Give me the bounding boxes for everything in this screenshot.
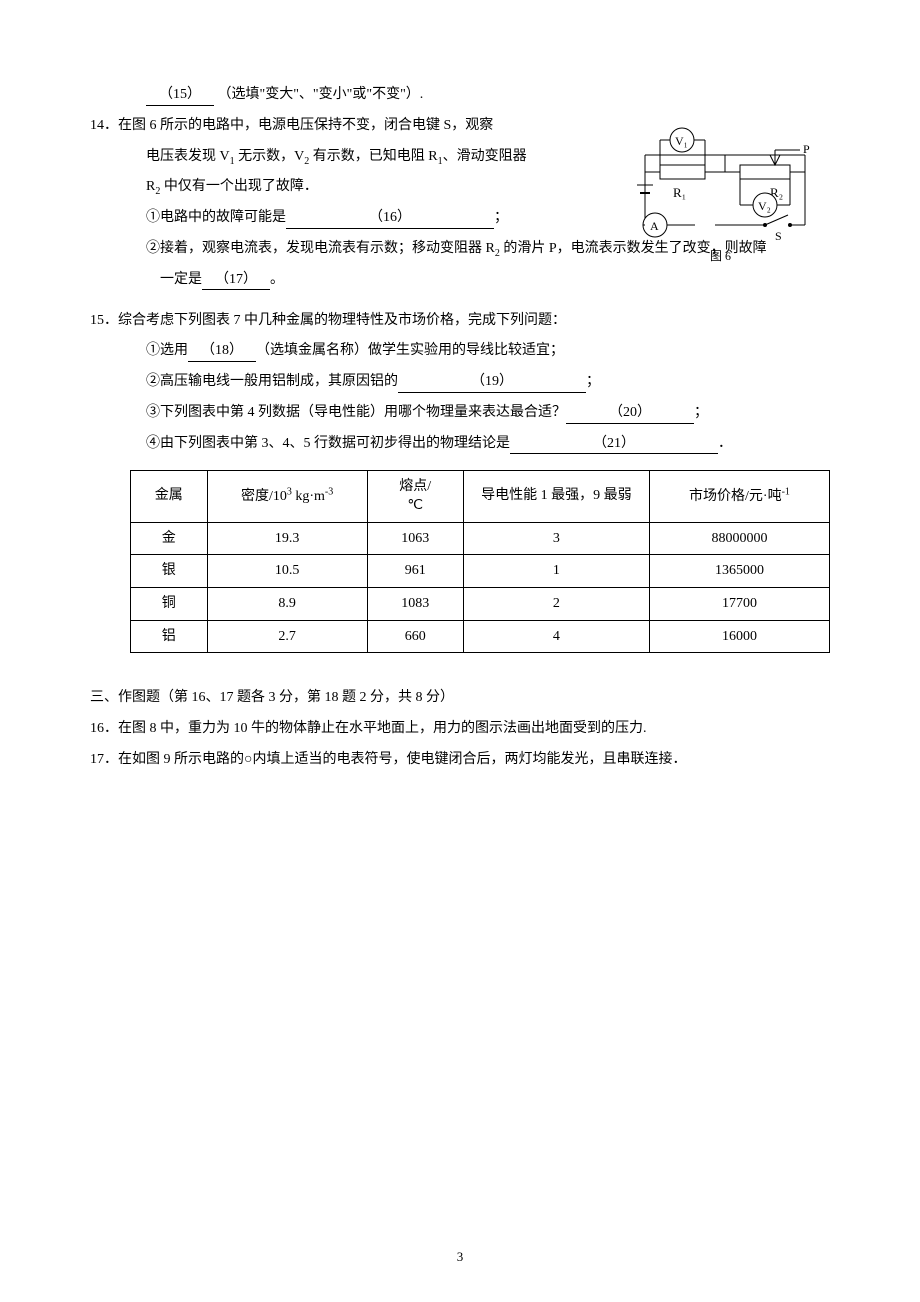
blank-21[interactable]: （21） [510,434,718,455]
q14-l2d: 、滑动变阻器 [443,149,527,164]
table-cell: 铜 [131,587,208,620]
label-p: P [803,142,810,156]
q17-num: 17． [90,752,118,767]
q14-l2a: 电压表发现 V [146,149,230,164]
q15-s4: ④由下列图表中第 3、4、5 行数据可初步得出的物理结论是 （21） ． [90,429,830,460]
q16-num: 16． [90,721,118,736]
col-price-text: 市场价格/元·吨-1 [689,489,790,504]
q15-s3: ③下列图表中第 4 列数据（导电性能）用哪个物理量来表达最合适？ （20） ； [90,398,830,429]
q15-s3post: ； [694,405,708,420]
table-cell: 17700 [649,587,829,620]
metals-table: 金属 密度/103 kg·m-3 熔点/℃ 导电性能 1 最强，9 最弱 市场价… [130,470,830,654]
blank-17[interactable]: （17） [202,270,270,291]
q13-tail: （15） （选填"变大"、"变小"或"不变"）. [90,80,830,111]
col-melting: 熔点/℃ [367,470,463,522]
q15-s4pre: ④由下列图表中第 3、4、5 行数据可初步得出的物理结论是 [146,436,510,451]
q14-s2post: 。 [270,272,284,287]
label-r1: R₁ [673,185,686,200]
q15-htext: 综合考虑下列图表 7 中几种金属的物理特性及市场价格，完成下列问题： [118,313,566,328]
section-3-heading: 三、作图题（第 16、17 题各 3 分，第 18 题 2 分，共 8 分） [90,683,830,714]
q15-s3pre: ③下列图表中第 4 列数据（导电性能）用哪个物理量来表达最合适？ [146,405,566,420]
table-cell: 88000000 [649,522,829,555]
col-metal: 金属 [131,470,208,522]
q14-s2l2pre: 一定是 [160,272,202,287]
q14-s2pre: ②接着，观察电流表，发现电流表有示数；移动变阻器 R [146,241,495,256]
q17-text: 在如图 9 所示电路的○内填上适当的电表符号，使电键闭合后，两灯均能发光，且串联… [118,752,686,767]
blank-20[interactable]: （20） [566,403,694,424]
table-cell: 1083 [367,587,463,620]
page-number: 3 [0,1243,920,1272]
blank-15[interactable]: （15） [146,85,214,106]
q15-num: 15． [90,313,118,328]
blank-19[interactable]: （19） [398,372,586,393]
col-price: 市场价格/元·吨-1 [649,470,829,522]
q14-l2b: 无示数，V [235,149,305,164]
q15-s4post: ． [718,436,732,451]
table-row: 银10.596111365000 [131,555,830,588]
q15-s2: ②高压输电线一般用铝制成，其原因铝的 （19） ； [90,367,830,398]
circuit-svg: S R₁ P R₂ V₁ [625,125,825,265]
q15-s1post: （选填金属名称）做学生实验用的导线比较适宜； [256,343,564,358]
q15-header: 15．综合考虑下列图表 7 中几种金属的物理特性及市场价格，完成下列问题： [90,306,830,337]
col-density-text: 密度/103 kg·m-3 [241,489,333,504]
q16: 16．在图 8 中，重力为 10 牛的物体静止在水平地面上，用力的图示法画出地面… [90,714,830,745]
table-cell: 4 [463,620,649,653]
q14-l2c: 有示数，已知电阻 R [309,149,437,164]
q15-s1: ①选用 （18） （选填金属名称）做学生实验用的导线比较适宜； [90,336,830,367]
q14-num: 14． [90,118,118,133]
q13-tail-text: （选填"变大"、"变小"或"不变"）. [218,87,424,102]
table-cell: 660 [367,620,463,653]
table-cell: 8.9 [207,587,367,620]
table-cell: 1 [463,555,649,588]
q15-s2pre: ②高压输电线一般用铝制成，其原因铝的 [146,374,398,389]
table-row: 金19.31063388000000 [131,522,830,555]
table-cell: 2.7 [207,620,367,653]
blank-16[interactable]: （16） [286,208,494,229]
q14-s1post: ； [494,210,508,225]
table-header-row: 金属 密度/103 kg·m-3 熔点/℃ 导电性能 1 最强，9 最弱 市场价… [131,470,830,522]
q17: 17．在如图 9 所示电路的○内填上适当的电表符号，使电键闭合后，两灯均能发光，… [90,745,830,776]
q14-s1pre: ①电路中的故障可能是 [146,210,286,225]
q14-l3a: R [146,179,155,194]
table-cell: 19.3 [207,522,367,555]
label-s: S [775,229,782,243]
table-cell: 1063 [367,522,463,555]
table-cell: 2 [463,587,649,620]
table-cell: 16000 [649,620,829,653]
q15-s2post: ； [586,374,600,389]
table-cell: 1365000 [649,555,829,588]
q16-text: 在图 8 中，重力为 10 牛的物体静止在水平地面上，用力的图示法画出地面受到的… [118,721,647,736]
figure-6-circuit: S R₁ P R₂ V₁ [625,125,825,278]
table-row: 铝2.7660416000 [131,620,830,653]
table-cell: 10.5 [207,555,367,588]
label-a: A [650,219,659,233]
q14-l3b: 中仅有一个出现了故障． [160,179,318,194]
blank-18[interactable]: （18） [188,341,256,362]
table-row: 铜8.91083217700 [131,587,830,620]
label-v2: V₂ [758,199,771,213]
table-cell: 961 [367,555,463,588]
col-conductivity: 导电性能 1 最强，9 最弱 [463,470,649,522]
table-cell: 银 [131,555,208,588]
table-cell: 铝 [131,620,208,653]
label-v1: V₁ [675,134,688,148]
col-density: 密度/103 kg·m-3 [207,470,367,522]
q14-l1: 在图 6 所示的电路中，电源电压保持不变，闭合电键 S，观察 [118,118,493,133]
table-cell: 金 [131,522,208,555]
fig6-label: 图 6 [710,249,731,263]
q15-s1pre: ①选用 [146,343,188,358]
table-cell: 3 [463,522,649,555]
